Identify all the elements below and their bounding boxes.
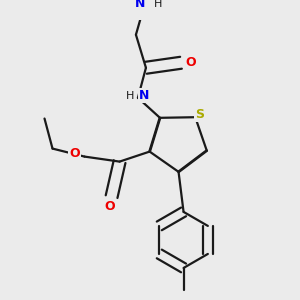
Text: S: S xyxy=(195,108,204,121)
Text: O: O xyxy=(104,200,115,213)
Text: N: N xyxy=(139,89,149,102)
Text: O: O xyxy=(186,56,196,69)
Text: O: O xyxy=(69,147,80,160)
Text: H: H xyxy=(154,0,162,9)
Text: H: H xyxy=(126,91,134,101)
Text: N: N xyxy=(135,0,145,10)
